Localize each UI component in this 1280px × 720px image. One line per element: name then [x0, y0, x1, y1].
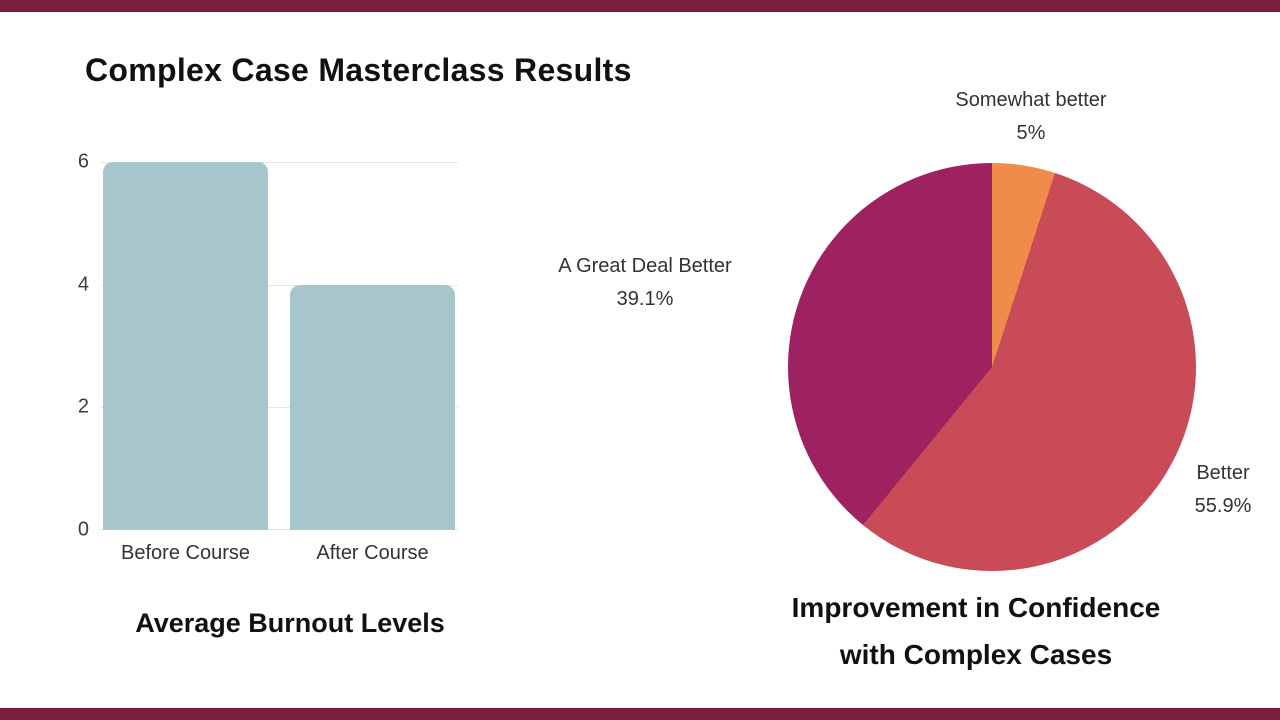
bar-chart-title: Average Burnout Levels [135, 608, 445, 638]
bottom-accent-bar [0, 708, 1280, 720]
pie-label-somewhat-better: Somewhat better 5% [901, 84, 1161, 150]
pie-label-better-pct: 55.9% [1194, 495, 1252, 517]
x-axis-labels: Before Course After Course [100, 530, 458, 565]
pie-chart-title-line-1: Improvement in Confidence [791, 592, 1161, 623]
pie-label-great-deal-better-text: A Great Deal Better [558, 255, 732, 277]
pie-label-better-text: Better [1196, 462, 1250, 484]
pie-label-better: Better 55.9% [1148, 457, 1280, 523]
bar-after-course [290, 284, 455, 530]
page-title: Complex Case Masterclass Results [85, 52, 632, 88]
x-axis-label-before-course: Before Course [121, 542, 250, 564]
pie-label-somewhat-better-pct: 5% [1016, 122, 1046, 144]
y-axis-tick-0: 0 [77, 518, 89, 541]
top-accent-bar [0, 0, 1280, 12]
y-axis-tick-2: 2 [77, 395, 89, 418]
bar-chart: 6 4 2 0 Before Course After Course [78, 151, 458, 564]
gridline-0 [100, 529, 458, 530]
pie-chart-title: Improvement in Confidence with Complex C… [700, 584, 1252, 678]
pie-label-great-deal-better: A Great Deal Better 39.1% [515, 250, 775, 316]
pie-chart-title-line-2: with Complex Cases [839, 639, 1113, 670]
bar-before-course [103, 162, 268, 530]
gridline-2 [100, 407, 458, 409]
gridline-6 [100, 162, 458, 163]
pie-label-great-deal-better-pct: 39.1% [616, 288, 674, 310]
x-axis-label-after-course: After Course [316, 542, 429, 564]
y-axis-tick-4: 4 [77, 273, 89, 296]
pie-graphic [788, 163, 1196, 571]
y-axis-tick-6: 6 [77, 150, 89, 173]
pie-label-somewhat-better-text: Somewhat better [955, 89, 1107, 111]
gridline-4 [100, 284, 458, 286]
bar-group [100, 162, 458, 530]
